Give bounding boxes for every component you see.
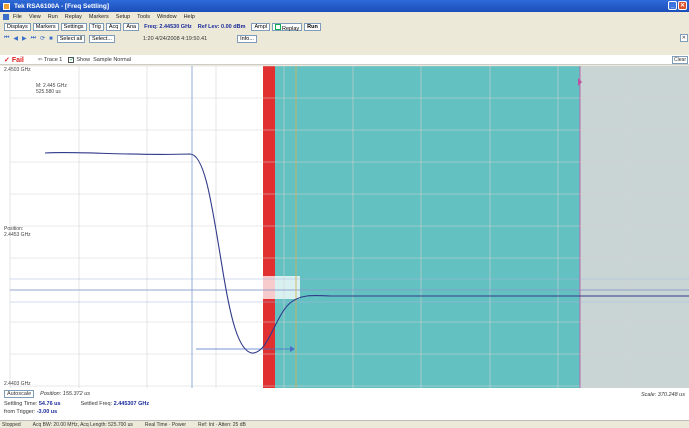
trace-bar: ✓ Fail ⇦ Trace 1 Show Sample Normal Clea… <box>0 55 689 65</box>
select-all-button[interactable]: Select all <box>56 34 86 43</box>
menu-replay[interactable]: Replay <box>64 13 82 20</box>
settling-time-arrow-head <box>290 346 295 352</box>
freq-field[interactable]: Freq: 2.44530 GHz <box>144 24 192 30</box>
play-icon[interactable]: ▶ <box>22 36 27 42</box>
position-readout[interactable]: Position: 155.372 us <box>40 391 90 397</box>
close-button[interactable]: ✕ <box>678 1 687 10</box>
first-icon[interactable]: ⏮ <box>4 35 10 41</box>
masked-region <box>580 66 689 388</box>
run-button[interactable]: Run <box>304 23 321 31</box>
ref-level-field[interactable]: Ref Lev: 0.00 dBm <box>197 24 246 30</box>
ampl-button[interactable]: Ampl <box>251 23 271 31</box>
document-icon <box>3 13 9 20</box>
end-marker-icon <box>578 78 582 86</box>
acquisition-counter: 1:20 4/24/2008 4:19:50.41 <box>142 35 208 42</box>
menu-view[interactable]: View <box>28 13 41 20</box>
menu-window[interactable]: Window <box>157 13 177 20</box>
app-icon <box>3 2 10 10</box>
from-trigger-label: from Trigger: <box>4 409 36 415</box>
menu-help[interactable]: Help <box>183 13 195 20</box>
replay-button[interactable]: Replay <box>272 23 303 32</box>
results-panel: Autoscale Position: 155.372 us Scale: 37… <box>0 388 689 420</box>
show-checkbox[interactable] <box>68 56 74 63</box>
info-button[interactable]: Info... <box>237 34 257 43</box>
y-axis-top-label: 2.4503 GHz <box>4 67 31 73</box>
trace-mode[interactable]: Sample Normal <box>93 56 132 63</box>
plot-area[interactable]: 2.4503 GHz M: 2.445 GHz 525.580 us Posit… <box>0 65 689 388</box>
acquisition-info: Acq BW: 20.00 MHz, Acq Length: 525.700 u… <box>32 421 133 428</box>
close-pane-icon[interactable]: ✕ <box>679 34 688 42</box>
plot-grid <box>9 65 689 388</box>
frequency-vs-time-plot[interactable] <box>0 65 689 388</box>
fail-status: ✓ Fail <box>4 56 24 64</box>
marker-readout-frequency: M: 2.445 GHz <box>36 83 67 89</box>
minimize-button[interactable]: _ <box>668 1 677 10</box>
trace-select[interactable]: ⇦ Trace 1 <box>37 56 63 63</box>
y-axis-position-value: 2.4453 GHz <box>4 232 31 238</box>
from-trigger-value: -3.00 us <box>36 409 58 415</box>
clear-button[interactable]: Clear <box>672 56 688 64</box>
marker-control-bar: ⏮ ◀ ▶ ⏭ ⟳ ■ Select all Select... 1:20 4/… <box>0 33 689 44</box>
stop-icon[interactable]: ■ <box>49 35 53 42</box>
settling-time-label: Settling Time: <box>4 401 38 407</box>
settling-tolerance-box <box>263 276 300 299</box>
menu-setup[interactable]: Setup <box>115 13 131 20</box>
menu-run[interactable]: Run <box>47 13 58 20</box>
markers-button[interactable]: Markers <box>32 23 59 31</box>
run-status: Stopped <box>2 421 21 428</box>
fail-band <box>263 66 275 388</box>
settings-button[interactable]: Settings <box>60 23 87 31</box>
ana-button[interactable]: Ana <box>123 23 140 31</box>
menu-tools[interactable]: Tools <box>137 13 151 20</box>
marker-readout-time: 525.580 us <box>36 89 61 95</box>
window-title-bar: Tek RSA6100A - [Freq Settling] _ ✕ <box>0 0 689 12</box>
show-label: Show <box>76 56 91 63</box>
settled-freq-value: 2.445307 GHz <box>113 401 150 407</box>
window-title: Tek RSA6100A - [Freq Settling] <box>14 2 109 10</box>
displays-button[interactable]: Displays <box>4 23 31 31</box>
menu-bar: File View Run Replay Markers Setup Tools… <box>0 12 689 21</box>
mode-info: Real Time · Power <box>144 421 187 428</box>
y-axis-bottom-label: 2.4403 GHz <box>4 381 31 387</box>
menu-markers[interactable]: Markers <box>88 13 109 20</box>
select-button[interactable]: Select... <box>89 34 115 43</box>
settling-time-value: 54.76 us <box>38 401 61 407</box>
next-icon[interactable]: ⏭ <box>30 35 37 41</box>
reference-info: Ref: Int · Atten: 25 dB <box>198 421 246 428</box>
acq-button[interactable]: Acq <box>105 23 122 31</box>
autoscale-button[interactable]: Autoscale <box>4 390 35 398</box>
replay-indicator-icon <box>275 24 282 30</box>
status-bar: Stopped Acq BW: 20.00 MHz, Acq Length: 5… <box>0 420 689 428</box>
scale-readout[interactable]: Scale: 370.248 us <box>640 392 685 398</box>
trig-button[interactable]: Trig <box>88 23 104 31</box>
prev-icon[interactable]: ◀ <box>13 36 19 42</box>
main-toolbar: Displays Markers Settings Trig Acq Ana F… <box>0 21 689 33</box>
y-axis-position-label: Position: <box>4 226 24 232</box>
settled-freq-label: Settled Freq: <box>80 401 113 407</box>
loop-icon[interactable]: ⟳ <box>40 36 46 42</box>
menu-file[interactable]: File <box>13 13 22 20</box>
frequency-trace <box>44 151 689 354</box>
pass-region <box>275 66 580 388</box>
